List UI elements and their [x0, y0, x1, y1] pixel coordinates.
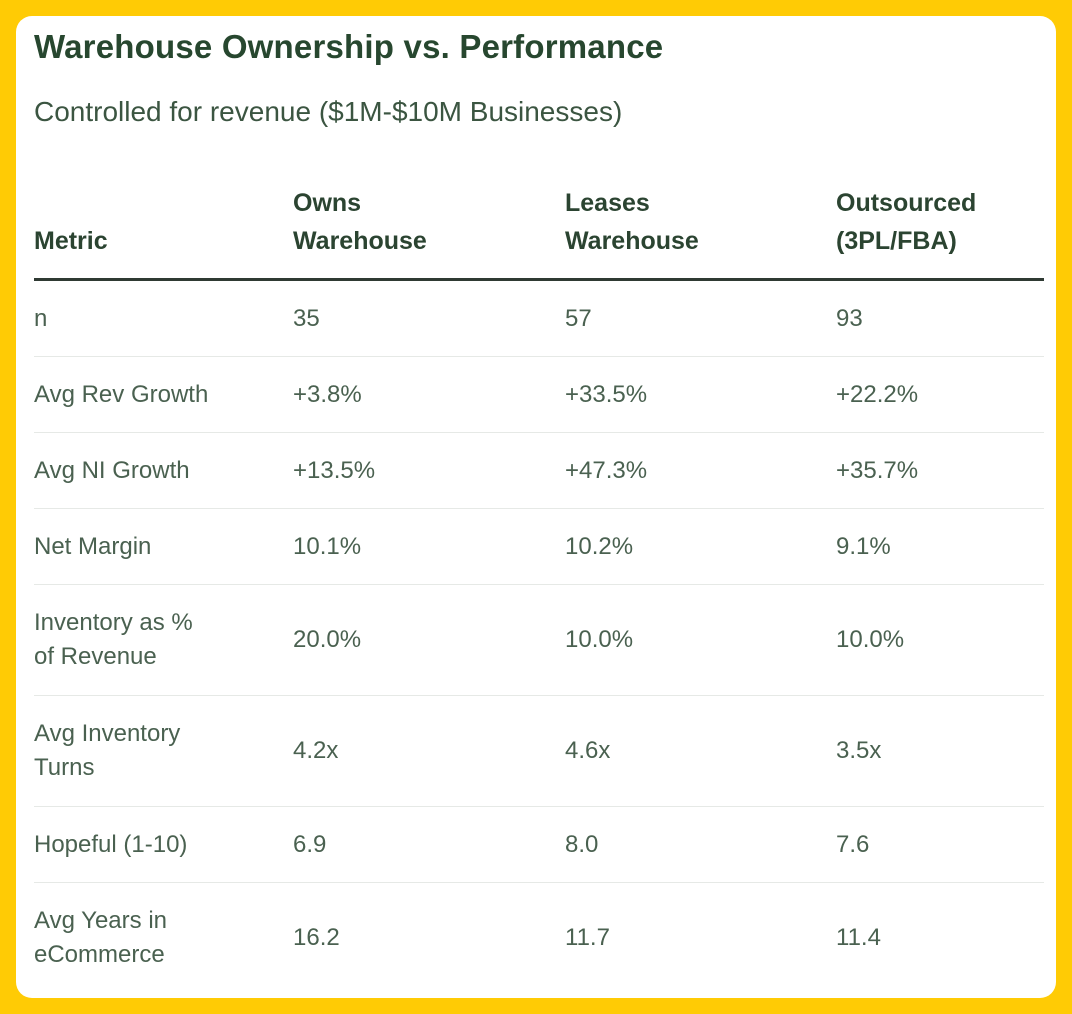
value-cell: 93 [836, 279, 1044, 357]
value-cell: 6.9 [293, 806, 565, 883]
column-header-line: Owns [293, 189, 362, 217]
column-header-line: (3PL/FBA) [836, 227, 957, 255]
value-cell: 10.2% [565, 508, 836, 585]
value-cell: +33.5% [565, 356, 836, 433]
value-cell: 4.2x [293, 695, 565, 807]
metric-cell: Avg Years in eCommerce [34, 883, 293, 994]
metric-label: Avg Years in [34, 907, 167, 934]
value-cell: 20.0% [293, 584, 565, 696]
metric-label: n [34, 304, 48, 332]
metric-label: Net Margin [34, 532, 152, 560]
metric-cell: Inventory as % of Revenue [34, 584, 293, 696]
metric-label: Avg Rev Growth [34, 380, 209, 408]
metric-label: Hopeful (1-10) [34, 830, 188, 858]
metric-label: Avg Inventory [34, 720, 181, 747]
table-row: Inventory as % of Revenue 20.0% 10.0% 10.0% [34, 584, 1044, 696]
value-cell: 9.1% [836, 508, 1044, 585]
metric-label: Inventory as % [34, 609, 193, 636]
value-cell: +47.3% [565, 432, 836, 509]
metric-cell: Avg Inventory Turns [34, 695, 293, 807]
value-cell: 35 [293, 279, 565, 357]
column-header: Leases Warehouse [565, 184, 836, 281]
table-row: Hopeful (1-10) 6.9 8.0 7.6 [34, 806, 1044, 883]
table-row: Avg Rev Growth +3.8% +33.5% +22.2% [34, 356, 1044, 433]
metric-label: of Revenue [34, 643, 157, 670]
value-cell: 16.2 [293, 924, 340, 951]
value-cell: +3.8% [293, 356, 565, 433]
column-header: Outsourced (3PL/FBA) [836, 184, 1044, 281]
value-cell: 10.0% [836, 584, 1044, 696]
column-header-line: Warehouse [565, 227, 699, 255]
metric-cell: n [34, 279, 293, 357]
value-cell: 7.6 [836, 806, 1044, 883]
page-title: Warehouse Ownership vs. Performance [34, 28, 664, 65]
column-header-line: Outsourced [836, 189, 977, 217]
column-header-line: Warehouse [293, 227, 427, 255]
table-row: Avg NI Growth +13.5% +47.3% +35.7% [34, 432, 1044, 509]
table-row: Avg Years in eCommerce 16.2 11.7 11.4 [34, 883, 1044, 994]
value-cell: 10.1% [293, 508, 565, 585]
value-cell: 3.5x [836, 695, 1044, 807]
value-cell: +13.5% [293, 432, 565, 509]
metric-cell: Hopeful (1-10) [34, 806, 293, 883]
value-cell: +35.7% [836, 432, 1044, 509]
value-cell: 8.0 [565, 806, 836, 883]
table-row: Avg Inventory Turns 4.2x 4.6x 3.5x [34, 695, 1044, 807]
metric-cell: Avg NI Growth [34, 432, 293, 509]
metric-cell: Avg Rev Growth [34, 356, 293, 433]
table-row: Net Margin 10.1% 10.2% 9.1% [34, 508, 1044, 585]
metric-label: eCommerce [34, 941, 165, 968]
value-cell: 4.6x [565, 695, 836, 807]
value-cell: 57 [565, 279, 836, 357]
value-cell: 11.4 [836, 924, 881, 951]
table-card: Warehouse Ownership vs. Performance Cont… [16, 16, 1056, 998]
table-row: n 35 57 93 [34, 279, 1044, 357]
metric-label: Turns [34, 754, 95, 781]
value-cell: +22.2% [836, 356, 1044, 433]
column-header: Metric [34, 184, 293, 281]
column-header: Owns Warehouse [293, 184, 565, 281]
metric-cell: Net Margin [34, 508, 293, 585]
column-header-line: Metric [34, 227, 108, 255]
value-cell: 11.7 [565, 924, 610, 951]
value-cell: 10.0% [565, 584, 836, 696]
column-header-line: Leases [565, 189, 650, 217]
metric-label: Avg NI Growth [34, 456, 190, 484]
comparison-table: Metric Owns Warehouse Leases Warehouse Outsou… [34, 184, 1044, 993]
header-row: Metric Owns Warehouse Leases Warehouse Outsou… [34, 184, 1044, 281]
page-subtitle: Controlled for revenue ($1M-$10M Busines… [34, 96, 623, 127]
